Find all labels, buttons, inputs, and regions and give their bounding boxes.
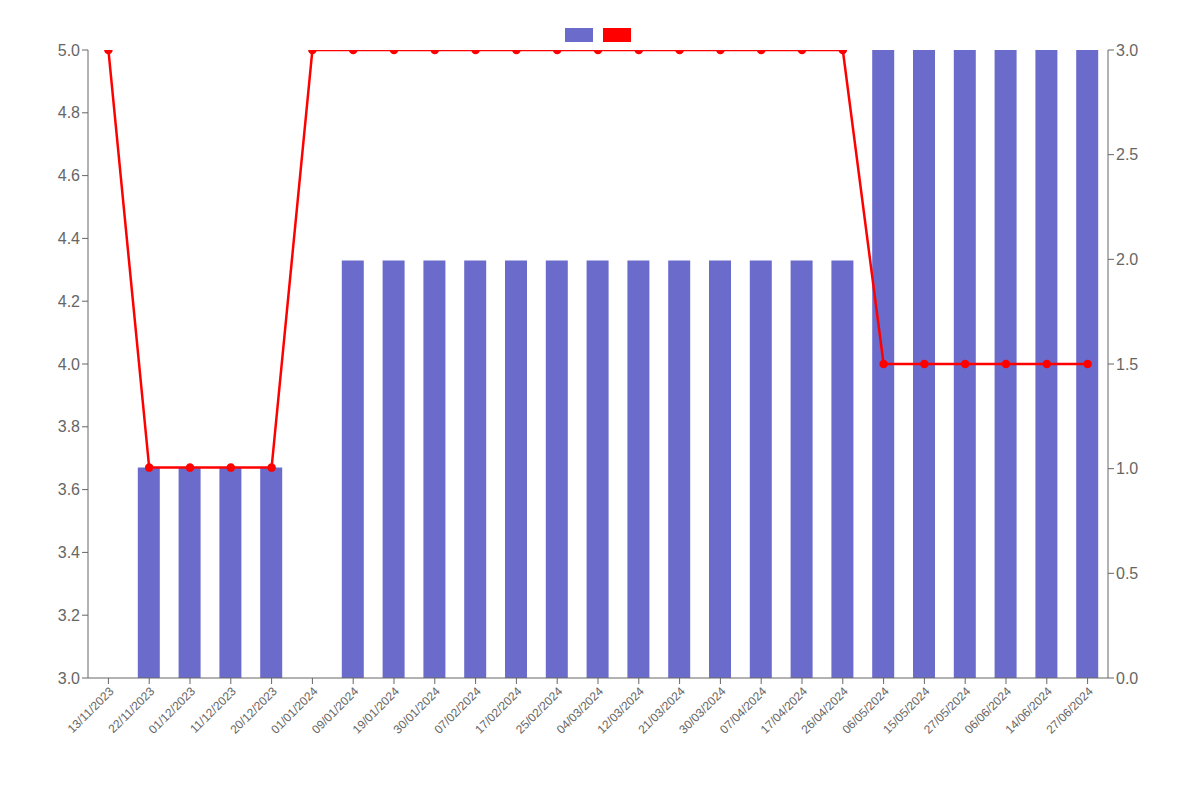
svg-text:01/12/2023: 01/12/2023 xyxy=(145,684,199,737)
svg-text:4.0: 4.0 xyxy=(58,356,80,373)
svg-text:2.5: 2.5 xyxy=(1116,146,1138,163)
svg-text:15/05/2024: 15/05/2024 xyxy=(880,684,933,737)
svg-text:30/01/2024: 30/01/2024 xyxy=(390,684,443,737)
svg-text:06/05/2024: 06/05/2024 xyxy=(839,684,892,737)
svg-text:25/02/2024: 25/02/2024 xyxy=(513,684,566,737)
svg-text:17/04/2024: 17/04/2024 xyxy=(757,684,811,737)
svg-text:3.6: 3.6 xyxy=(58,481,80,498)
svg-text:26/04/2024: 26/04/2024 xyxy=(798,684,851,737)
svg-text:3.0: 3.0 xyxy=(58,670,80,687)
svg-text:0.0: 0.0 xyxy=(1116,670,1138,687)
svg-text:12/03/2024: 12/03/2024 xyxy=(594,684,647,737)
svg-text:3.2: 3.2 xyxy=(58,607,80,624)
svg-text:1.5: 1.5 xyxy=(1116,356,1138,373)
svg-text:2.0: 2.0 xyxy=(1116,251,1138,268)
svg-text:4.2: 4.2 xyxy=(58,293,80,310)
svg-text:04/03/2024: 04/03/2024 xyxy=(553,684,607,737)
svg-text:4.8: 4.8 xyxy=(58,104,80,121)
svg-text:07/04/2024: 07/04/2024 xyxy=(717,684,770,737)
svg-text:20/12/2023: 20/12/2023 xyxy=(227,684,280,737)
svg-text:30/03/2024: 30/03/2024 xyxy=(676,684,729,737)
svg-text:4.6: 4.6 xyxy=(58,167,80,184)
svg-text:21/03/2024: 21/03/2024 xyxy=(635,684,688,737)
svg-text:4.4: 4.4 xyxy=(58,230,80,247)
svg-text:11/12/2023: 11/12/2023 xyxy=(187,684,239,736)
svg-text:17/02/2024: 17/02/2024 xyxy=(472,684,525,737)
svg-text:3.0: 3.0 xyxy=(1116,42,1138,59)
svg-text:09/01/2024: 09/01/2024 xyxy=(309,684,362,737)
svg-text:13/11/2023: 13/11/2023 xyxy=(64,684,117,736)
svg-text:06/06/2024: 06/06/2024 xyxy=(961,684,1015,737)
svg-text:27/05/2024: 27/05/2024 xyxy=(921,684,974,737)
svg-text:3.8: 3.8 xyxy=(58,418,80,435)
svg-text:27/06/2024: 27/06/2024 xyxy=(1043,684,1096,737)
svg-text:1.0: 1.0 xyxy=(1116,460,1138,477)
svg-text:14/06/2024: 14/06/2024 xyxy=(1002,684,1055,737)
svg-text:5.0: 5.0 xyxy=(58,42,80,59)
svg-text:19/01/2024: 19/01/2024 xyxy=(349,684,403,737)
svg-text:0.5: 0.5 xyxy=(1116,565,1138,582)
svg-text:01/01/2024: 01/01/2024 xyxy=(268,684,321,737)
svg-text:07/02/2024: 07/02/2024 xyxy=(431,684,484,737)
svg-text:22/11/2023: 22/11/2023 xyxy=(105,684,158,736)
svg-text:3.4: 3.4 xyxy=(58,544,80,561)
